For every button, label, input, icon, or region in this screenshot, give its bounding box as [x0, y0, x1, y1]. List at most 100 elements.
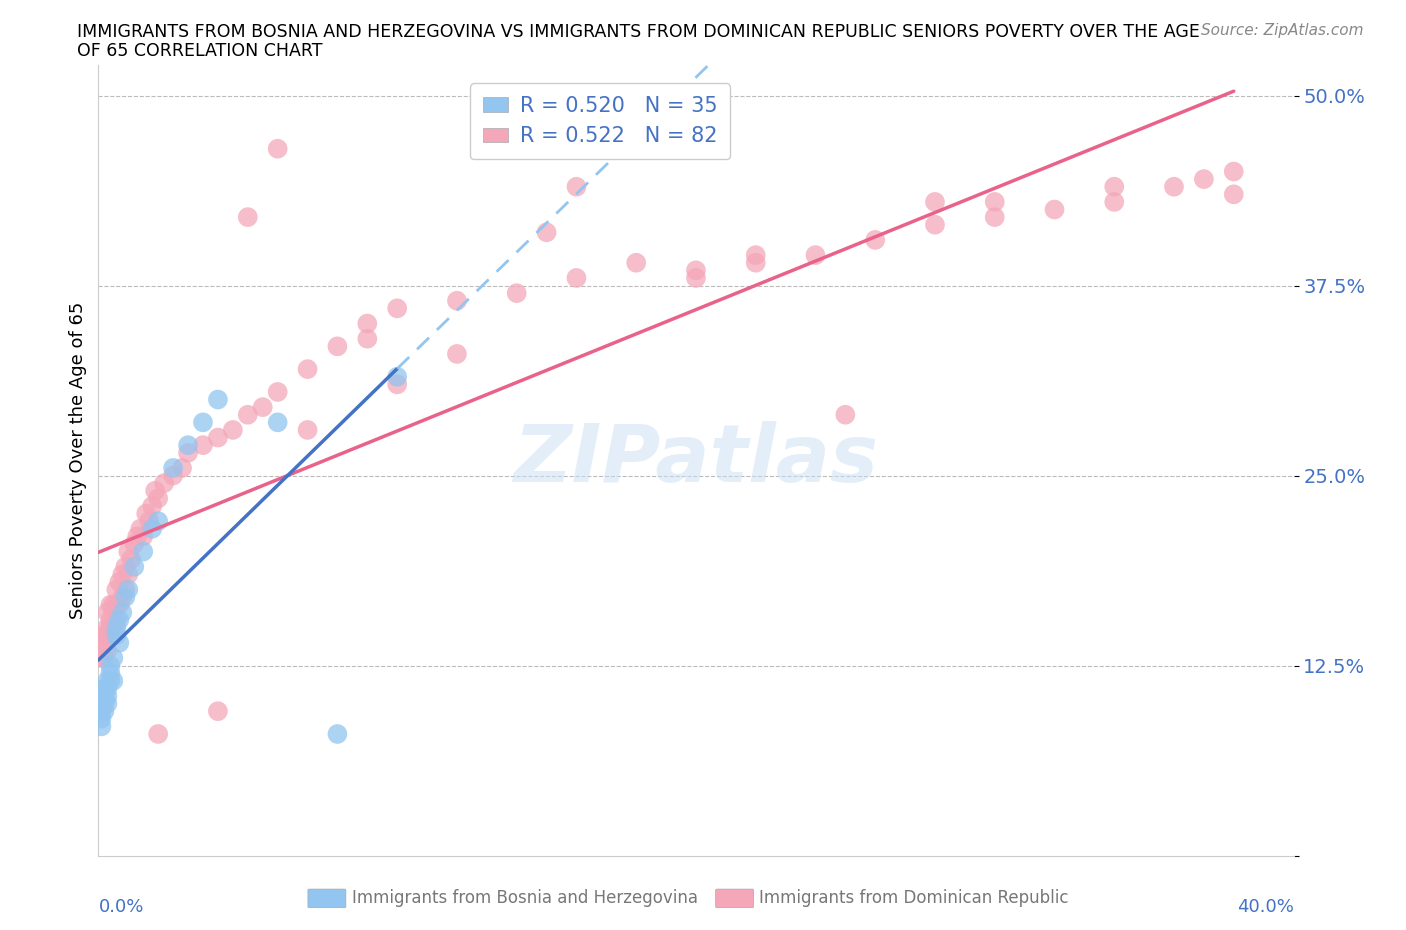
Text: 40.0%: 40.0% — [1237, 898, 1294, 916]
Point — [96, 681, 118, 696]
Point — [98, 658, 122, 673]
Point — [834, 407, 856, 422]
Point — [446, 347, 468, 362]
Point — [103, 604, 125, 619]
Point — [105, 620, 128, 635]
FancyBboxPatch shape — [716, 889, 754, 908]
Point — [252, 400, 274, 415]
Point — [924, 194, 946, 209]
Point — [267, 384, 290, 399]
Point — [236, 407, 259, 422]
Point — [93, 635, 115, 650]
Point — [90, 651, 112, 666]
Point — [103, 651, 125, 666]
Point — [177, 445, 200, 460]
Point — [111, 567, 134, 582]
Point — [93, 681, 115, 696]
Point — [93, 704, 115, 719]
Legend: R = 0.520   N = 35, R = 0.522   N = 82: R = 0.520 N = 35, R = 0.522 N = 82 — [470, 84, 731, 159]
Point — [536, 225, 558, 240]
Point — [105, 597, 128, 612]
Point — [120, 551, 142, 566]
Point — [148, 491, 170, 506]
Point — [745, 247, 768, 262]
Point — [385, 301, 409, 316]
Point — [626, 256, 648, 271]
Point — [96, 620, 118, 635]
Point — [96, 673, 118, 688]
Point — [96, 643, 118, 658]
Point — [108, 635, 131, 650]
Text: Immigrants from Bosnia and Herzegovina: Immigrants from Bosnia and Herzegovina — [352, 889, 697, 908]
Point — [90, 704, 112, 719]
Point — [565, 271, 588, 286]
Point — [93, 697, 115, 711]
Point — [267, 415, 290, 430]
Point — [90, 697, 112, 711]
Point — [356, 316, 378, 331]
Point — [984, 209, 1007, 224]
Point — [108, 575, 131, 590]
Point — [385, 377, 409, 392]
Point — [326, 726, 349, 741]
Point — [108, 613, 131, 628]
Point — [685, 271, 707, 286]
Point — [124, 537, 146, 551]
Point — [446, 293, 468, 308]
Text: OF 65 CORRELATION CHART: OF 65 CORRELATION CHART — [77, 42, 323, 60]
Point — [153, 476, 176, 491]
Point — [90, 635, 112, 650]
Point — [297, 422, 319, 437]
Point — [1104, 194, 1126, 209]
Point — [90, 711, 112, 726]
Point — [103, 673, 125, 688]
Point — [117, 544, 139, 559]
Point — [143, 484, 166, 498]
Point — [162, 460, 184, 475]
Point — [103, 597, 125, 612]
Point — [132, 529, 155, 544]
Point — [236, 209, 259, 224]
FancyBboxPatch shape — [308, 889, 346, 908]
Point — [207, 392, 229, 407]
Point — [745, 256, 768, 271]
Point — [98, 620, 122, 635]
Point — [96, 697, 118, 711]
Point — [124, 559, 146, 574]
Point — [105, 613, 128, 628]
Point — [93, 628, 115, 643]
Point — [96, 688, 118, 703]
Point — [804, 247, 827, 262]
Point — [114, 559, 136, 574]
Point — [108, 597, 131, 612]
Point — [93, 688, 115, 703]
Point — [105, 628, 128, 643]
Point — [984, 194, 1007, 209]
Text: Immigrants from Dominican Republic: Immigrants from Dominican Republic — [759, 889, 1069, 908]
Point — [98, 673, 122, 688]
Point — [93, 651, 115, 666]
Point — [105, 582, 128, 597]
Y-axis label: Seniors Poverty Over the Age of 65: Seniors Poverty Over the Age of 65 — [69, 301, 87, 619]
Point — [111, 590, 134, 604]
Point — [1163, 179, 1185, 194]
Point — [103, 620, 125, 635]
Point — [138, 513, 160, 528]
Point — [924, 218, 946, 232]
Point — [135, 506, 157, 521]
Text: IMMIGRANTS FROM BOSNIA AND HERZEGOVINA VS IMMIGRANTS FROM DOMINICAN REPUBLIC SEN: IMMIGRANTS FROM BOSNIA AND HERZEGOVINA V… — [77, 23, 1201, 41]
Point — [222, 422, 245, 437]
Point — [148, 726, 170, 741]
Point — [191, 438, 214, 453]
Point — [1104, 179, 1126, 194]
Point — [98, 666, 122, 681]
Point — [114, 590, 136, 604]
Point — [506, 286, 529, 300]
Point — [207, 704, 229, 719]
Point — [117, 582, 139, 597]
Point — [162, 468, 184, 483]
Point — [191, 415, 214, 430]
Text: 0.0%: 0.0% — [98, 898, 143, 916]
Point — [1223, 164, 1246, 179]
Point — [1192, 172, 1215, 187]
